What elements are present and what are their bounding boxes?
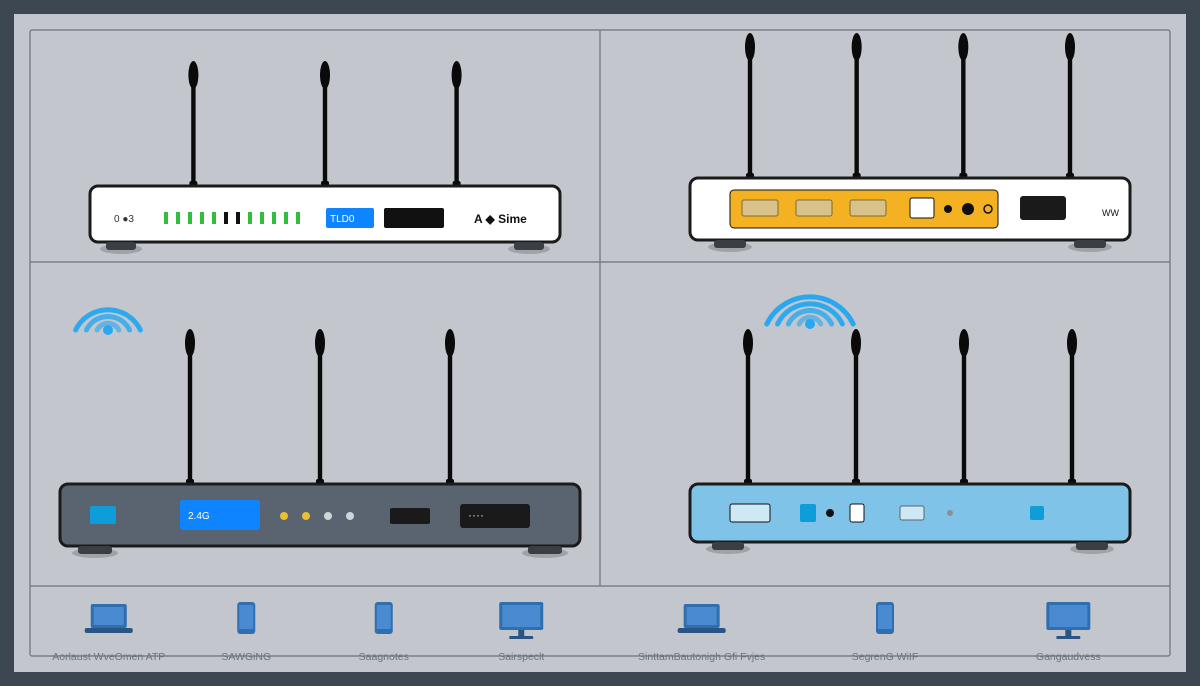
infographic-svg: 0 ●3 TLD0 A ◆ Sime WW 2.4G ···· Aorlaust WveOm…	[0, 0, 1200, 686]
svg-text:····: ····	[468, 508, 484, 522]
svg-text:A ◆ Sime: A ◆ Sime	[474, 212, 527, 226]
svg-text:SegrenG WiIF: SegrenG WiIF	[852, 651, 919, 663]
svg-text:0 ●3: 0 ●3	[114, 214, 134, 225]
svg-text:Sairspeclt: Sairspeclt	[498, 651, 544, 663]
svg-text:Gangaudvess: Gangaudvess	[1036, 651, 1101, 663]
svg-text:2.4G: 2.4G	[188, 511, 210, 522]
svg-text:SinttamBautonigh Gfi Fvjes: SinttamBautonigh Gfi Fvjes	[638, 651, 765, 663]
svg-text:SAWGiNG: SAWGiNG	[221, 651, 271, 663]
svg-text:Aorlaust WveOmen ATP: Aorlaust WveOmen ATP	[52, 651, 165, 663]
canvas: 0 ●3 TLD0 A ◆ Sime WW 2.4G ···· Aorlaust WveOm…	[0, 0, 1200, 686]
svg-text:Saagnotes: Saagnotes	[359, 651, 409, 663]
svg-text:TLD0: TLD0	[330, 214, 355, 225]
svg-text:WW: WW	[1102, 208, 1119, 218]
